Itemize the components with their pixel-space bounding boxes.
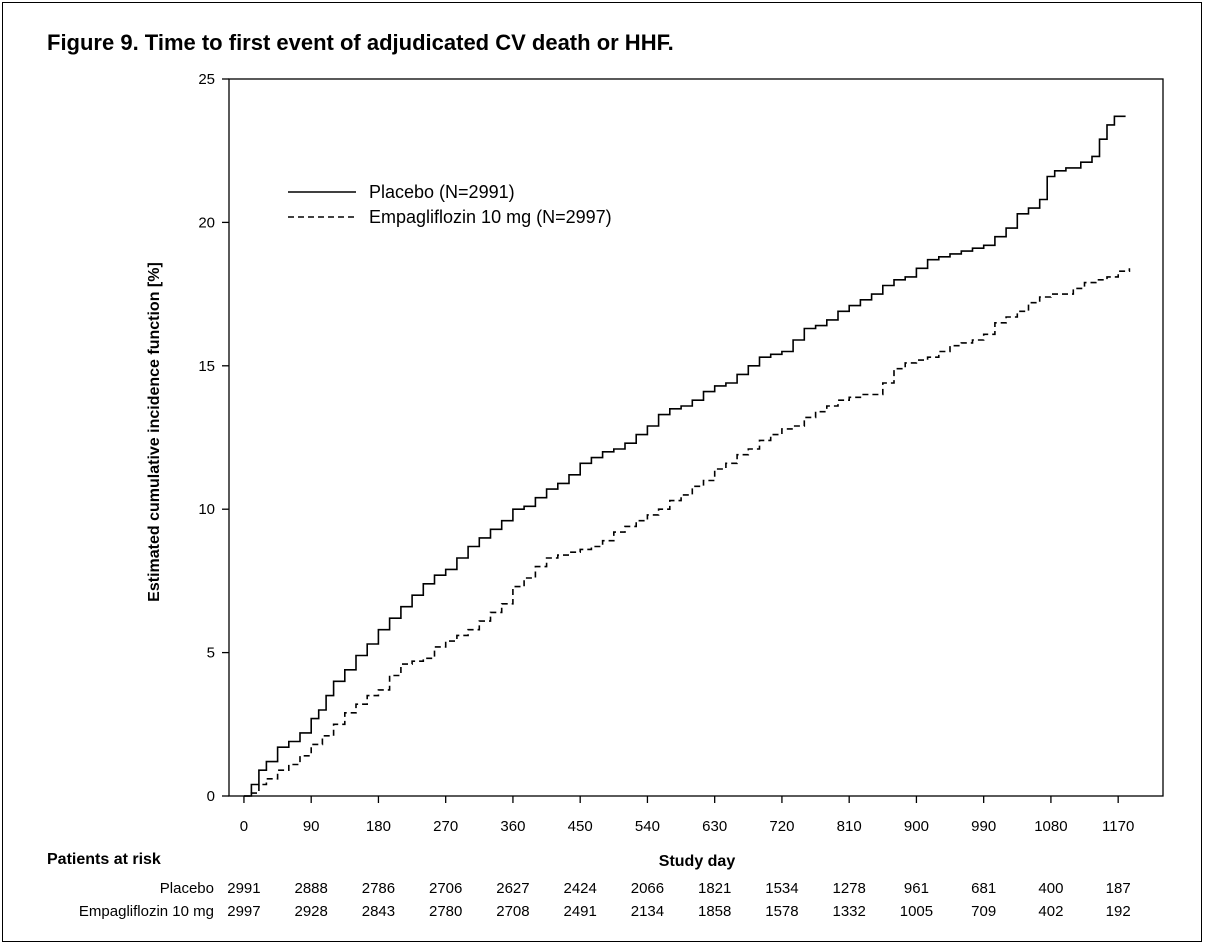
risk-cell: 2928	[295, 903, 328, 920]
risk-cell: 2843	[362, 903, 395, 920]
risk-cell: 2627	[496, 880, 529, 897]
y-axis: 0 5 10 15 20 25	[198, 71, 229, 805]
y-tick-label: 25	[198, 71, 215, 88]
x-tick-label: 1080	[1034, 818, 1067, 835]
risk-cell: 187	[1106, 880, 1131, 897]
risk-cell: 400	[1038, 880, 1063, 897]
risk-cell: 1534	[765, 880, 798, 897]
risk-cell: 2991	[227, 880, 260, 897]
risk-cell: 2786	[362, 880, 395, 897]
x-tick-label: 1170	[1102, 818, 1134, 835]
risk-cell: 192	[1106, 903, 1131, 920]
risk-row-label: Placebo	[160, 880, 214, 897]
risk-cell: 1821	[698, 880, 731, 897]
risk-cell: 2066	[631, 880, 664, 897]
risk-cell: 2708	[496, 903, 529, 920]
x-tick-label: 360	[500, 818, 525, 835]
series-line-empagliflozin	[243, 268, 1131, 797]
risk-cell: 2706	[429, 880, 462, 897]
x-tick-label: 270	[433, 818, 458, 835]
risk-cell: 2888	[295, 880, 328, 897]
y-tick-label: 5	[207, 645, 215, 662]
y-tick-label: 20	[198, 214, 215, 231]
x-tick-label: 180	[366, 818, 391, 835]
x-tick-label: 990	[971, 818, 996, 835]
risk-row-label: Empagliflozin 10 mg	[79, 903, 214, 920]
legend: Placebo (N=2991) Empagliflozin 10 mg (N=2…	[288, 182, 612, 227]
x-tick-label: 810	[837, 818, 862, 835]
y-axis-label: Estimated cumulative incidence function …	[146, 262, 163, 602]
risk-cell: 2780	[429, 903, 462, 920]
legend-label: Placebo (N=2991)	[369, 182, 515, 202]
risk-cell: 2424	[563, 880, 596, 897]
x-axis-label: Study day	[659, 853, 736, 870]
legend-label: Empagliflozin 10 mg (N=2997)	[369, 207, 612, 227]
risk-cell: 1332	[832, 903, 865, 920]
x-tick-label: 450	[568, 818, 593, 835]
x-tick-label: 630	[702, 818, 727, 835]
risk-table: Placebo 2991 2888 2786 2706 2627 2424 2066 1821 1…	[79, 880, 1131, 920]
x-tick-label: 720	[769, 818, 794, 835]
x-tick-label: 540	[635, 818, 660, 835]
series-layer	[243, 115, 1131, 797]
x-tick-label: 90	[303, 818, 320, 835]
figure-title: Figure 9. Time to first event of adjudic…	[47, 30, 674, 55]
risk-cell: 1858	[698, 903, 731, 920]
y-tick-label: 15	[198, 358, 215, 375]
risk-table-header: Patients at risk	[47, 851, 161, 868]
x-tick-label: 0	[240, 818, 248, 835]
series-line-placebo	[243, 115, 1126, 797]
y-tick-label: 10	[198, 501, 215, 518]
risk-cell: 1578	[765, 903, 798, 920]
plot-area-border	[228, 78, 1164, 797]
x-axis: 0 90 180 270 360 450 540 630 720 810 900 990 1080 117…	[240, 796, 1134, 835]
risk-cell: 709	[971, 903, 996, 920]
risk-cell: 2491	[563, 903, 596, 920]
risk-cell: 402	[1038, 903, 1063, 920]
risk-cell: 2134	[631, 903, 664, 920]
y-tick-label: 0	[207, 788, 215, 805]
risk-cell: 1278	[832, 880, 865, 897]
x-tick-label: 900	[904, 818, 929, 835]
risk-cell: 681	[971, 880, 996, 897]
risk-cell: 2997	[227, 903, 260, 920]
risk-cell: 1005	[900, 903, 933, 920]
risk-cell: 961	[904, 880, 929, 897]
